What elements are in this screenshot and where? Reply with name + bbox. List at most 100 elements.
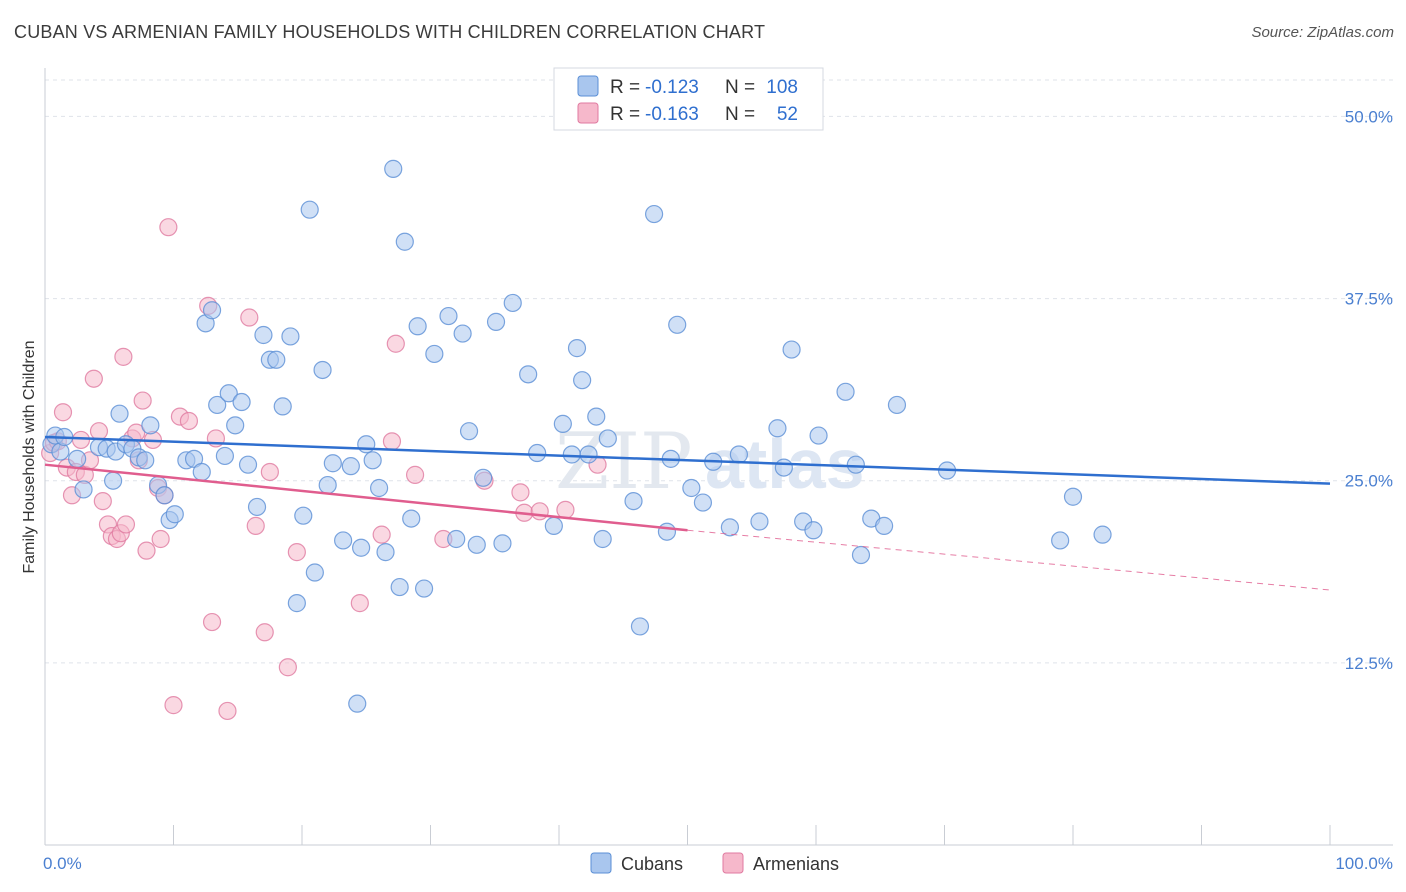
cubans-trend-line — [44, 435, 1331, 485]
armenian-point — [556, 500, 575, 519]
cuban-point — [238, 455, 258, 474]
cuban-point — [334, 531, 353, 550]
cuban-point — [390, 577, 409, 597]
cuban-point — [294, 506, 313, 525]
cubans-legend-label: Cubans — [621, 854, 683, 874]
armenian-point — [84, 369, 103, 388]
trend-lines — [44, 435, 1331, 591]
cuban-point — [467, 535, 486, 554]
cuban-point — [774, 458, 793, 477]
cuban-point — [74, 480, 93, 499]
cuban-point — [587, 407, 606, 426]
cuban-point — [408, 317, 427, 336]
cuban-point — [376, 543, 395, 562]
cuban-point — [657, 522, 677, 541]
cuban-point — [447, 529, 466, 549]
armenian-point — [255, 623, 274, 642]
armenian-point — [93, 492, 112, 511]
cuban-point — [318, 475, 337, 495]
cuban-point — [682, 478, 701, 498]
cuban-point — [208, 395, 227, 415]
armenians-trend-line — [44, 463, 688, 532]
armenian-point — [372, 525, 391, 544]
cuban-point — [384, 159, 403, 178]
cuban-point — [313, 360, 332, 380]
cuban-point — [402, 509, 421, 528]
cuban-point — [782, 340, 801, 359]
y-tick-label: 25.0% — [1345, 472, 1393, 491]
cuban-point — [357, 435, 376, 454]
y-axis-title: Family Households with Children — [21, 341, 38, 574]
armenian-point — [116, 515, 136, 534]
cuban-point — [668, 315, 687, 334]
cuban-point — [1063, 487, 1083, 506]
cuban-point — [1051, 531, 1070, 550]
cuban-point — [165, 505, 184, 524]
armenian-point — [179, 411, 199, 431]
cuban-point — [425, 344, 444, 364]
cuban-point — [254, 325, 273, 345]
armenian-point — [89, 422, 109, 441]
cuban-point — [567, 339, 587, 358]
cuban-point — [300, 200, 319, 219]
armenian-point — [164, 696, 183, 715]
armenian-point — [159, 218, 178, 237]
armenian-point — [405, 465, 425, 484]
cuban-point — [553, 414, 572, 433]
cuban-point — [232, 392, 251, 412]
cuban-point — [851, 545, 871, 565]
cuban-point — [493, 534, 512, 553]
cuban-point — [630, 617, 650, 636]
cuban-point — [573, 371, 592, 390]
cuban-point — [562, 445, 581, 464]
cuban-point — [155, 486, 174, 505]
cubans-legend-swatch — [577, 75, 599, 97]
chart-title: CUBAN VS ARMENIAN FAMILY HOUSEHOLDS WITH… — [14, 22, 766, 42]
grid-lines — [45, 79, 1393, 664]
y-tick-label: 12.5% — [1345, 654, 1393, 673]
cuban-point — [247, 497, 267, 517]
armenians-trend-extension — [687, 529, 1331, 591]
cuban-point — [287, 594, 306, 613]
cuban-point — [439, 306, 458, 326]
cuban-point — [215, 446, 234, 466]
armenian-point — [114, 347, 133, 366]
cuban-point — [341, 457, 360, 476]
cuban-point — [453, 324, 472, 343]
cuban-point — [348, 694, 367, 713]
armenian-point — [71, 430, 91, 450]
cuban-point — [593, 529, 612, 549]
cuban-point — [305, 563, 324, 582]
cuban-point — [414, 579, 434, 598]
cuban-point — [804, 521, 823, 540]
x-tick-label-min: 0.0% — [43, 854, 82, 873]
armenian-point — [53, 403, 73, 422]
cuban-point — [370, 478, 389, 498]
cuban-point — [544, 516, 563, 535]
armenians-legend-label: Armenians — [753, 854, 839, 874]
armenian-point — [278, 658, 297, 677]
armenian-point — [240, 308, 259, 327]
cuban-point — [486, 312, 506, 331]
armenian-point — [511, 483, 530, 502]
armenians-r-label: R = — [610, 104, 640, 125]
cuban-point — [1093, 525, 1112, 544]
cuban-point — [644, 204, 664, 224]
cubans-bottom-swatch — [590, 852, 612, 874]
source-label: Source: ZipAtlas.com — [1251, 24, 1394, 41]
cubans-n-label: N = — [725, 77, 755, 98]
cuban-point — [363, 451, 382, 470]
cuban-point — [579, 445, 598, 464]
y-tick-labels: 12.5% 25.0% 37.5% 50.0% — [1345, 107, 1393, 672]
cuban-point — [768, 419, 787, 438]
x-tick-label-max: 100.0% — [1335, 854, 1393, 873]
armenian-point — [133, 391, 152, 410]
stats-legend: R = -0.123 N = 108 R = -0.163 N = 52 — [553, 67, 824, 131]
stats-legend-box — [553, 67, 824, 131]
armenians-bottom-swatch — [722, 852, 744, 874]
cuban-point — [598, 429, 617, 448]
cuban-point — [720, 518, 740, 537]
cuban-point — [202, 301, 222, 320]
cuban-point — [846, 455, 865, 474]
